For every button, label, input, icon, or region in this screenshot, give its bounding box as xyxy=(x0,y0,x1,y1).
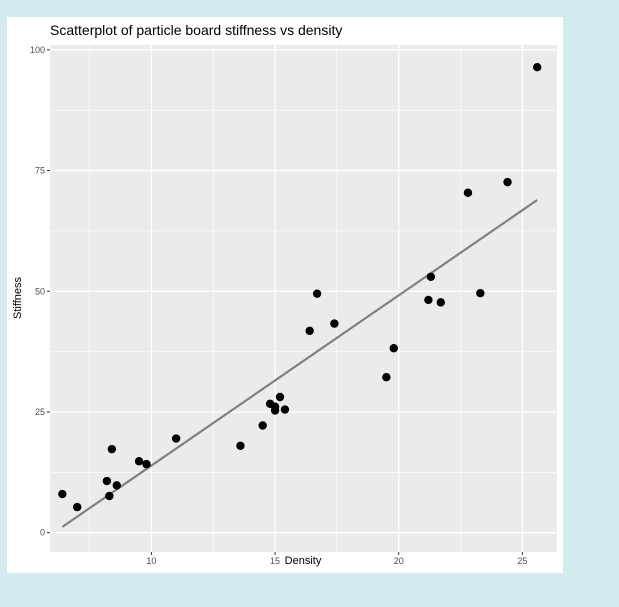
data-point xyxy=(436,298,445,307)
y-tick-label: 25 xyxy=(35,407,45,417)
x-tick-label: 20 xyxy=(394,556,404,566)
y-tick-label: 50 xyxy=(35,286,45,296)
data-point xyxy=(382,373,391,382)
data-point xyxy=(389,344,398,353)
data-point xyxy=(134,457,144,466)
data-point xyxy=(330,319,339,328)
chart-figure: Scatterplot of particle board stiffness … xyxy=(7,17,563,573)
axes: 10 15 20 25 0 25 50 75 100 xyxy=(30,45,527,566)
data-point xyxy=(312,289,322,298)
x-tick-label: 25 xyxy=(517,556,527,566)
grid-lines xyxy=(50,45,557,552)
data-points xyxy=(58,63,542,512)
x-tick-label: 10 xyxy=(146,556,156,566)
data-point xyxy=(424,295,433,305)
regression-line-layer xyxy=(61,199,538,528)
data-point xyxy=(171,434,181,443)
scatter-chart: Scatterplot of particle board stiffness … xyxy=(12,22,557,567)
data-point xyxy=(270,402,280,411)
x-axis-title: Density xyxy=(285,555,322,567)
data-point xyxy=(105,491,114,501)
data-point xyxy=(102,476,112,486)
data-point xyxy=(58,489,67,499)
y-tick-label: 75 xyxy=(35,166,45,176)
data-point xyxy=(426,272,436,281)
data-point xyxy=(275,392,285,402)
data-point xyxy=(236,441,245,450)
data-point xyxy=(112,481,121,490)
y-tick-label: 0 xyxy=(40,528,45,538)
data-point xyxy=(73,502,82,512)
data-point xyxy=(476,288,485,298)
data-point xyxy=(258,421,267,430)
data-point xyxy=(280,405,290,414)
data-point xyxy=(533,63,542,72)
data-point xyxy=(142,459,151,469)
chart-title: Scatterplot of particle board stiffness … xyxy=(50,22,342,38)
y-axis-title: Stiffness xyxy=(12,277,24,319)
data-point xyxy=(107,444,117,454)
y-tick-label: 100 xyxy=(30,45,45,55)
regression-line xyxy=(61,199,538,528)
data-point xyxy=(305,326,314,336)
plot-panel xyxy=(50,45,557,552)
x-tick-label: 15 xyxy=(270,556,280,566)
data-point xyxy=(503,177,512,187)
data-point xyxy=(463,188,473,197)
